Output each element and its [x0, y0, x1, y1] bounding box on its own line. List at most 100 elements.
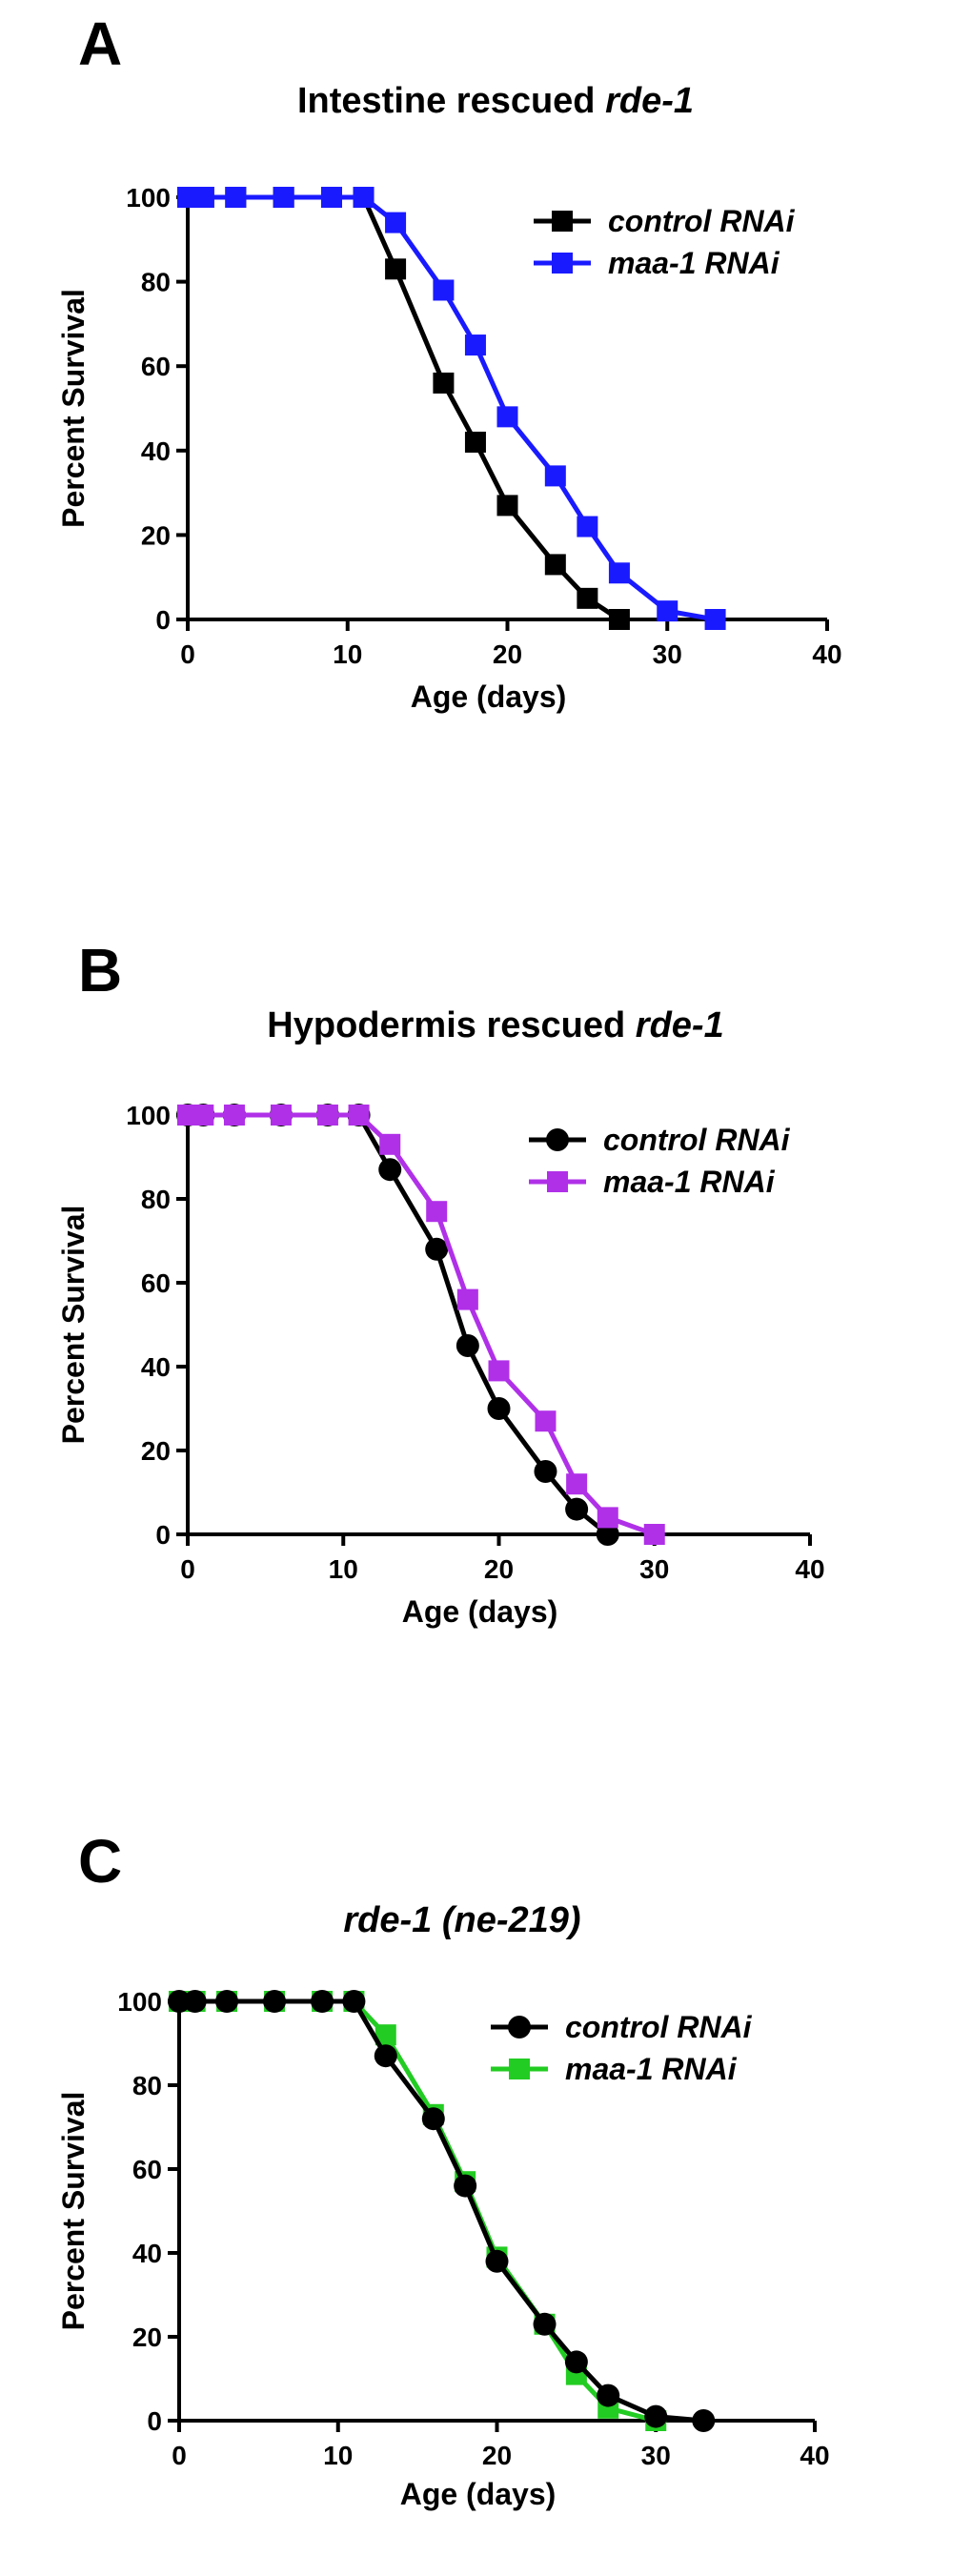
x-tick-label: 0: [180, 639, 195, 669]
y-tick-label: 80: [132, 2071, 162, 2100]
series-1: [168, 1990, 716, 2432]
data-point: [565, 1497, 589, 1521]
legend-marker: [546, 1128, 569, 1151]
panel-a: A Intestine rescued rde-1 0 20 40 60 80 100 0 10 2…: [0, 0, 972, 820]
x-tick-label: 30: [653, 639, 682, 669]
legend-marker: [547, 1171, 568, 1192]
x-tick-label: 10: [323, 2441, 353, 2470]
y-axis-label: Percent Survival: [56, 2092, 91, 2331]
y-axis-label: Percent Survival: [56, 1206, 91, 1445]
legend-label: control RNAi: [608, 204, 796, 238]
data-point: [456, 1334, 479, 1357]
data-point: [566, 1473, 588, 1495]
y-tick-label: 80: [141, 268, 171, 297]
data-point: [374, 2044, 397, 2068]
data-point: [596, 1523, 619, 1546]
data-point: [608, 562, 630, 584]
y-tick-label: 100: [126, 1101, 171, 1130]
data-point: [425, 1237, 449, 1261]
legend-label: maa-1 RNAi: [608, 246, 780, 280]
data-point: [168, 1990, 191, 2013]
x-tick-label: 40: [800, 2441, 829, 2470]
data-point: [273, 187, 294, 208]
data-point: [263, 1990, 287, 2013]
x-tick-label: 10: [329, 1554, 358, 1584]
data-point: [385, 258, 407, 280]
legend-label: maa-1 RNAi: [565, 2052, 738, 2086]
data-point: [485, 2249, 509, 2273]
y-tick-label: 60: [141, 352, 171, 381]
legend-label: control RNAi: [565, 2010, 753, 2044]
data-point: [657, 600, 678, 622]
data-point: [311, 1990, 334, 2013]
x-tick-label: 20: [482, 2441, 512, 2470]
data-point: [316, 1105, 338, 1126]
data-point: [608, 609, 630, 630]
data-point: [692, 2409, 716, 2432]
data-point: [464, 335, 486, 356]
data-point: [454, 2174, 477, 2198]
data-point: [433, 279, 455, 301]
data-point: [225, 187, 247, 208]
x-tick-label: 30: [639, 1554, 669, 1584]
legend-marker: [552, 253, 573, 274]
x-tick-label: 20: [493, 639, 522, 669]
y-tick-label: 20: [141, 520, 171, 550]
data-point: [353, 187, 375, 208]
y-tick-label: 80: [141, 1185, 171, 1214]
y-tick-label: 100: [126, 183, 171, 213]
data-point: [192, 1105, 214, 1126]
data-point: [433, 372, 455, 394]
data-point: [378, 1158, 402, 1182]
panel-label: C: [78, 1827, 122, 1896]
chart-title-italic: rde-1: [636, 1005, 724, 1045]
data-point: [270, 1105, 292, 1126]
series-1: [177, 1105, 665, 1545]
data-point: [426, 1201, 448, 1223]
series-0: [176, 1104, 619, 1546]
panel-label: A: [78, 10, 122, 78]
legend-marker: [509, 2059, 530, 2079]
y-tick-label: 0: [155, 1520, 171, 1550]
y-tick-label: 0: [147, 2406, 162, 2436]
data-point: [342, 1990, 366, 2013]
panel-b: B Hypodermis rescued rde-1 0 20 40 60 80 100 0 10…: [0, 915, 972, 1734]
chart-title: rde-1 (ne-219): [343, 1900, 580, 1940]
x-tick-label: 30: [641, 2441, 671, 2470]
y-tick-label: 40: [141, 1352, 171, 1382]
data-point: [223, 1105, 245, 1126]
chart-title: Hypodermis rescued rde-1: [267, 1005, 723, 1045]
y-tick-label: 40: [141, 436, 171, 466]
data-point: [496, 495, 518, 517]
x-tick-label: 40: [812, 639, 841, 669]
y-tick-label: 60: [141, 1268, 171, 1298]
data-point: [215, 1990, 239, 2013]
y-axis-label: Percent Survival: [56, 289, 91, 528]
data-point: [385, 212, 407, 233]
data-point: [544, 554, 566, 576]
chart-title: Intestine rescued rde-1: [297, 81, 694, 121]
panel-label: B: [78, 936, 122, 1004]
chart-title-italic: rde-1: [605, 81, 694, 121]
data-point: [496, 406, 518, 428]
data-point: [597, 2383, 620, 2407]
chart-title-plain: Hypodermis rescued: [267, 1005, 635, 1045]
y-tick-label: 20: [132, 2322, 162, 2352]
data-point: [644, 2404, 668, 2428]
series-line: [188, 1112, 656, 1537]
data-point: [704, 609, 726, 630]
y-tick-label: 40: [132, 2239, 162, 2268]
y-tick-label: 60: [132, 2155, 162, 2184]
legend-label: maa-1 RNAi: [603, 1165, 776, 1199]
x-tick-label: 10: [333, 639, 362, 669]
data-point: [375, 2024, 396, 2046]
x-axis-label: Age (days): [400, 2477, 557, 2511]
x-tick-label: 0: [172, 2441, 187, 2470]
data-point: [488, 1360, 510, 1382]
x-tick-label: 0: [180, 1554, 195, 1584]
data-point: [464, 431, 486, 453]
data-point: [577, 587, 598, 609]
data-point: [534, 1460, 557, 1483]
x-tick-label: 40: [795, 1554, 824, 1584]
